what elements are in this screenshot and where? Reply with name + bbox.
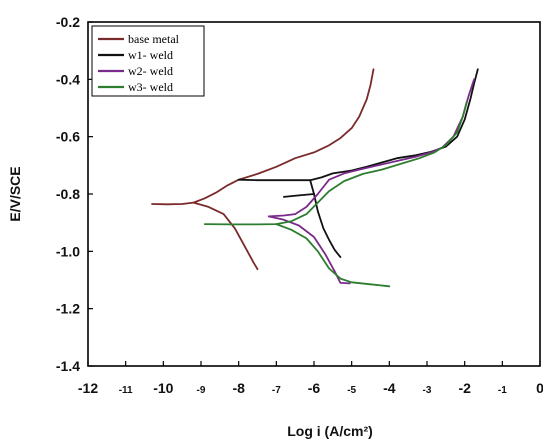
y-axis-ticks: -0.2 -0.4 -0.6 -0.8 -1.0 -1.2 -1.4 [56, 14, 93, 374]
x-tick-label: -1 [498, 385, 507, 396]
legend-label: w2- weld [128, 64, 173, 78]
series-2 [237, 68, 479, 258]
x-tick-label: -7 [272, 385, 281, 396]
x-tick-label: -5 [347, 385, 356, 396]
x-axis-ticks: -12 -11 -10 -9 -8 -7 -6 -5 -4 -3 -2 -1 0 [78, 361, 543, 396]
legend-box [91, 25, 205, 97]
x-tick-label: -3 [423, 385, 432, 396]
series-3 [267, 78, 475, 285]
legend-label: w1- weld [128, 48, 173, 62]
y-tick-label: -1.2 [56, 301, 80, 317]
series-line [192, 201, 259, 270]
legend-label: w3- weld [128, 80, 173, 94]
series-line [267, 215, 351, 285]
x-tick-label: -2 [458, 380, 471, 396]
series-line [283, 193, 315, 198]
x-tick-label: -12 [78, 380, 98, 396]
y-tick-label: -0.2 [56, 14, 80, 30]
x-tick-label: -6 [308, 380, 321, 396]
y-tick-label: -0.6 [56, 129, 80, 145]
x-tick-label: -8 [232, 380, 245, 396]
x-tick-label: 0 [536, 380, 543, 396]
legend-label: base metal [128, 32, 180, 46]
y-axis-label: E/V/SCE [7, 166, 23, 221]
y-tick-label: -0.8 [56, 186, 80, 202]
y-tick-label: -1.4 [56, 358, 80, 374]
series-4 [203, 101, 468, 288]
x-axis-label: Log i (A/cm²) [287, 423, 373, 439]
series-line [237, 68, 479, 182]
y-tick-label: -1.0 [56, 243, 80, 259]
x-tick-label: -11 [119, 385, 133, 396]
series-line [275, 223, 391, 288]
series-line [267, 78, 475, 218]
series-line [203, 101, 468, 226]
x-tick-label: -10 [153, 380, 173, 396]
x-tick-label: -9 [197, 385, 206, 396]
series-1 [151, 68, 375, 270]
x-tick-label: -4 [383, 380, 396, 396]
legend: base metal w1- weld w2- weld w3- weld [91, 25, 205, 97]
series-layer [151, 68, 479, 288]
y-tick-label: -0.4 [56, 71, 80, 87]
